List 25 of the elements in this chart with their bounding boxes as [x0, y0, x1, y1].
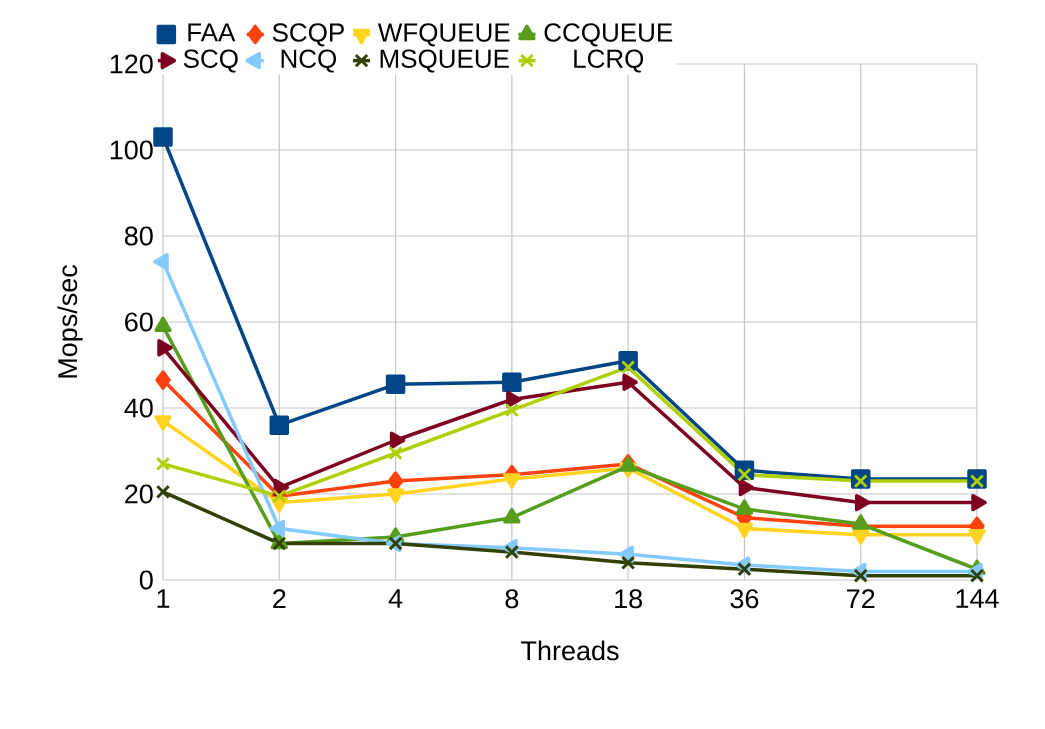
y-tick-label: 80: [124, 226, 153, 246]
legend-label: NCQ: [281, 49, 337, 73]
x-tick-label: 1: [157, 589, 170, 608]
y-tick-label: 120: [110, 54, 153, 74]
x-tick-label: 4: [388, 589, 403, 608]
x-tick-label: 36: [730, 589, 759, 609]
x-tick-label: 144: [956, 589, 999, 608]
y-axis-title: Mops/sec: [57, 264, 83, 378]
x-tick-label: 72: [847, 589, 875, 609]
legend-label: FAA: [188, 23, 236, 42]
legend-label: LCRQ: [574, 49, 644, 73]
legend-label: MSQUEUE: [380, 49, 509, 73]
x-tick-label: 2: [273, 589, 286, 609]
x-tick-label: 8: [505, 589, 519, 609]
legend-label: CCQUEUE: [544, 23, 673, 47]
y-tick-label: 100: [110, 140, 153, 160]
y-tick-label: 20: [125, 484, 153, 504]
y-tick-label: 40: [124, 398, 153, 418]
legend-label: SCQP: [272, 23, 344, 47]
legend-label: SCQ: [183, 49, 238, 73]
x-tick-label: 18: [615, 589, 642, 609]
x-axis-title: Threads: [521, 640, 619, 661]
legend-label: WFQUEUE: [377, 23, 510, 47]
y-tick-label: 0: [139, 570, 153, 590]
y-tick-label: 60: [125, 312, 153, 332]
